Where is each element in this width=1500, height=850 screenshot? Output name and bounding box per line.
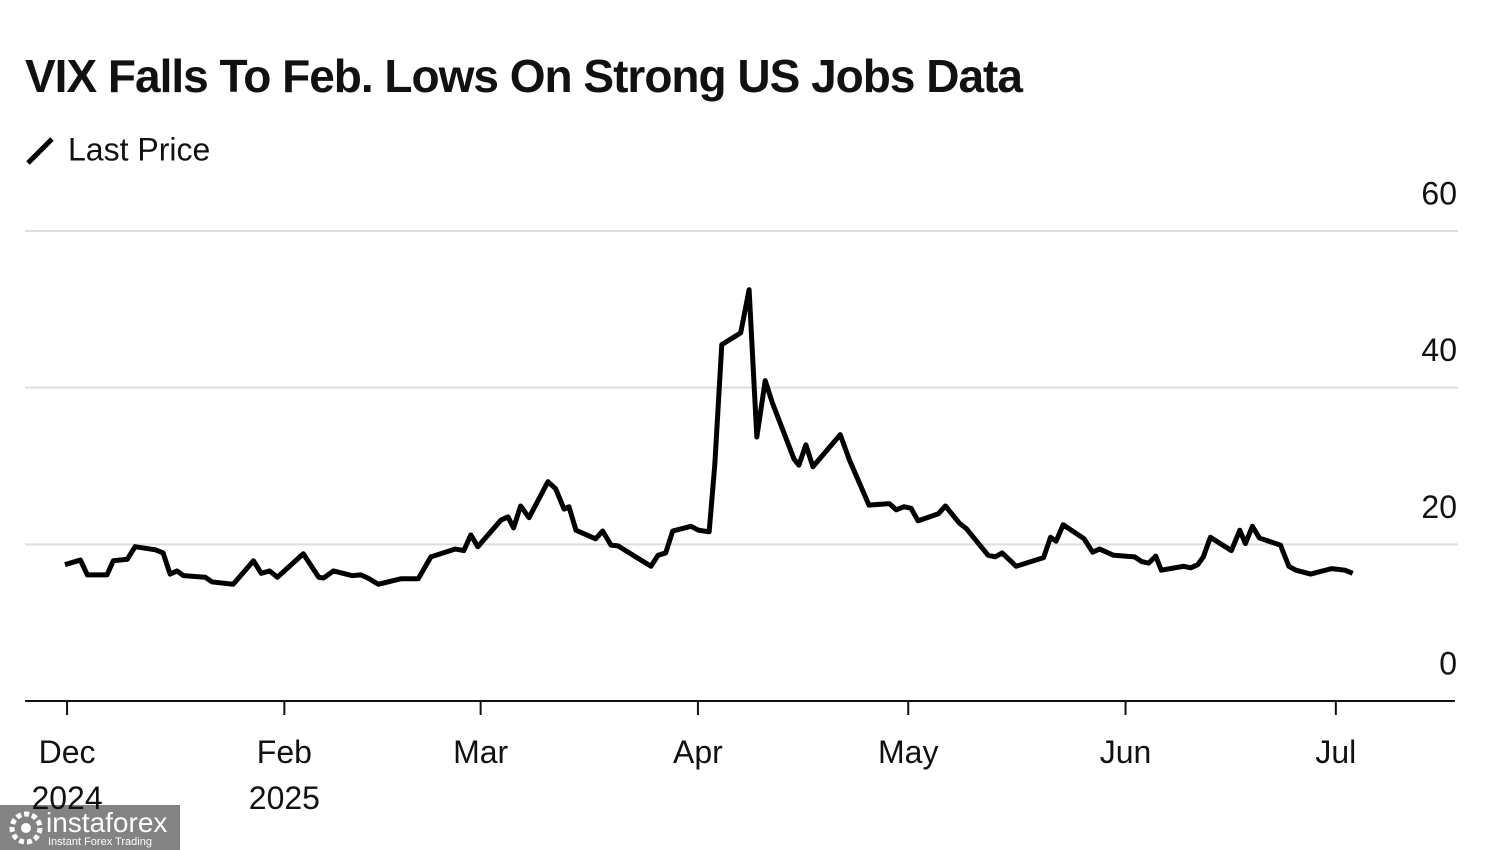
x-tick-label: Jul: [1315, 734, 1357, 770]
watermark-icon: [9, 811, 43, 845]
x-tick-label: Jun: [1099, 734, 1152, 770]
chart-title: VIX Falls To Feb. Lows On Strong US Jobs…: [25, 50, 1023, 102]
x-tick-label: Mar: [453, 734, 509, 770]
line: [64, 287, 1354, 587]
y-tick-label: 40: [1421, 332, 1457, 368]
legend-label: Last Price: [68, 131, 210, 167]
y-tick-label: 60: [1421, 175, 1457, 211]
watermark-name: instaforex: [46, 807, 168, 838]
x-tick-label: Dec 2024: [31, 734, 103, 816]
y-tick-label: 20: [1421, 489, 1457, 525]
x-tick-label: May: [878, 734, 939, 770]
y-tick-label: 0: [1439, 645, 1457, 681]
legend-swatch: [26, 137, 54, 165]
watermark-tagline: Instant Forex Trading: [48, 836, 152, 848]
x-tick-label: Apr: [673, 734, 723, 770]
x-tick-label: Feb 2025: [248, 734, 320, 816]
watermark: instaforex Instant Forex Trading: [0, 805, 180, 850]
